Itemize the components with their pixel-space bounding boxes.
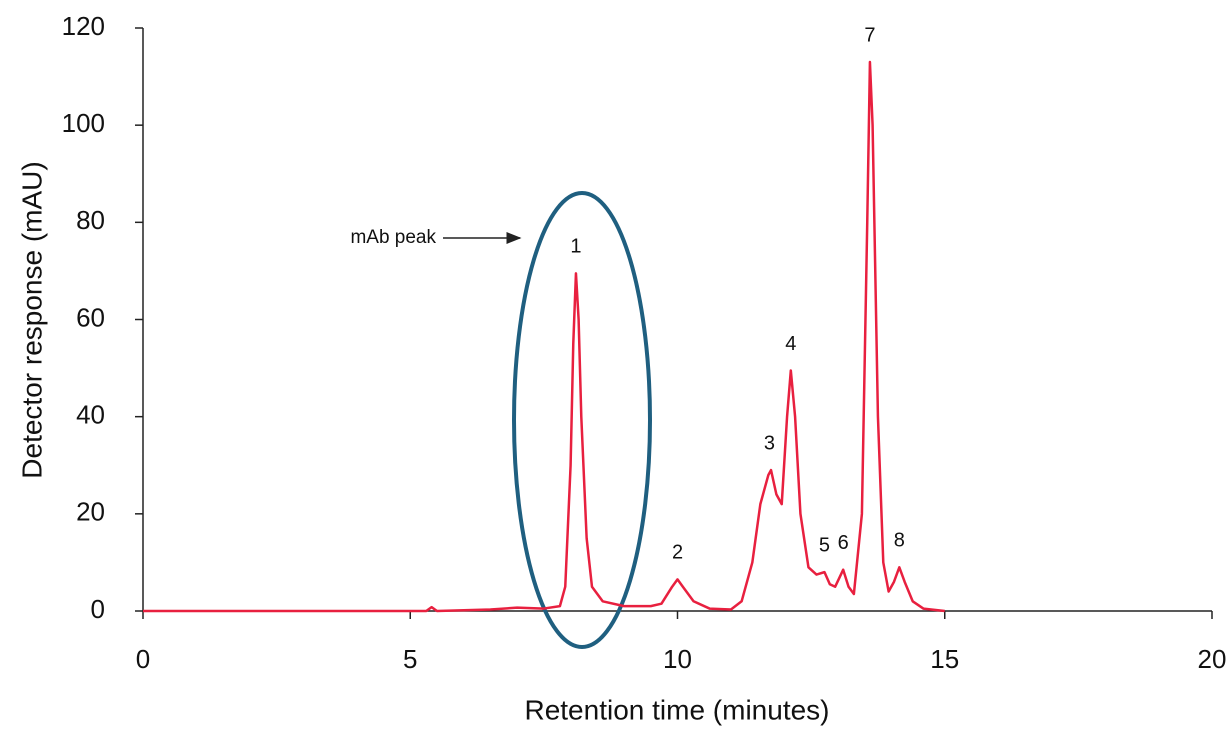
peak-label: 6 [838,532,849,554]
peak-label: 5 [819,534,830,556]
y-tick-label: 60 [76,302,105,332]
x-axis-title: Retention time (minutes) [524,694,829,725]
y-tick-label: 40 [76,400,105,430]
peak-label: 3 [764,432,775,454]
peak-label: 2 [672,542,683,564]
y-tick-label: 0 [91,594,105,624]
peak-label: 7 [864,24,875,46]
y-axis-title: Detector response (mAU) [16,161,47,478]
chromatogram-line [143,60,945,613]
x-tick-label: 5 [403,644,417,674]
peak-label: 1 [570,236,581,258]
x-tick-label: 0 [136,644,150,674]
x-tick-label: 20 [1198,644,1227,674]
x-tick-label: 10 [663,644,692,674]
highlight-ellipse [512,191,652,649]
annotation: mAb peak [350,227,436,248]
peak-label: 4 [785,333,796,355]
y-tick-label: 100 [62,108,105,138]
y-tick-label: 120 [62,11,105,41]
peak-label: 8 [894,530,905,552]
y-tick-label: 20 [76,497,105,527]
y-tick-label: 80 [76,205,105,235]
x-tick-label: 15 [930,644,959,674]
